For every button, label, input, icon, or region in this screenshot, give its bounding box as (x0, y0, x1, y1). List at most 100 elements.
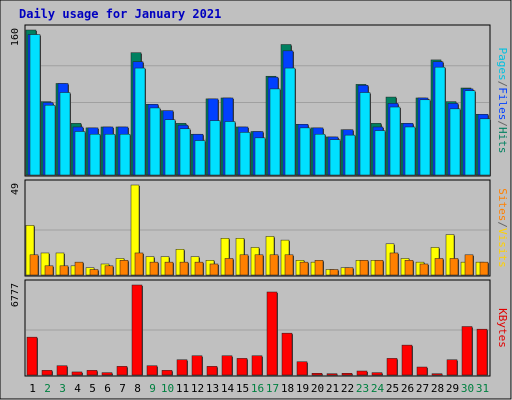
day-label: 4 (74, 382, 81, 395)
bar-pages-day-9 (149, 107, 161, 176)
bar-pages-day-14 (224, 121, 236, 176)
bar-sites-day-15 (239, 254, 249, 276)
bar-kbytes-day-8 (131, 284, 143, 376)
day-label: 1 (29, 382, 36, 395)
bar-kbytes-day-12 (191, 355, 203, 376)
day-label: 5 (89, 382, 96, 395)
day-label: 20 (311, 382, 324, 395)
bar-sites-day-24 (374, 260, 384, 276)
bar-sites-day-11 (179, 261, 189, 276)
bar-sites-day-29 (449, 258, 459, 276)
y-max-label: 49 (10, 183, 21, 195)
bar-sites-day-21 (329, 269, 339, 276)
panel-legend: Sites/Visits (496, 188, 509, 268)
bar-sites-day-28 (434, 258, 444, 276)
bar-pages-day-3 (59, 92, 71, 176)
day-label: 25 (386, 382, 399, 395)
bar-pages-day-16 (254, 137, 266, 176)
bar-kbytes-day-6 (101, 372, 113, 376)
day-label: 14 (221, 382, 235, 395)
day-label: 23 (356, 382, 369, 395)
bar-shadow (433, 374, 443, 376)
day-label: 6 (104, 382, 111, 395)
bar-sites-day-1 (29, 254, 39, 276)
day-label: 12 (191, 382, 204, 395)
y-max-label: 160 (10, 28, 21, 46)
bar-sites-day-12 (194, 261, 204, 276)
bar-pages-day-1 (29, 34, 41, 176)
day-label: 22 (341, 382, 354, 395)
x-axis-day-labels: 1 2 3 4 5 6 7 8 9 10 11 12 13 14 15 16 17 18 19 20 21 22 23 24 2… (29, 382, 489, 395)
bar-pages-day-20 (314, 133, 326, 176)
bar-kbytes-day-3 (56, 365, 68, 376)
legend-part: Files (496, 87, 509, 120)
bar-pages-day-29 (449, 108, 461, 176)
bar-kbytes-day-23 (356, 370, 368, 376)
bar-kbytes-day-15 (236, 358, 248, 376)
bar-sites-day-17 (269, 254, 279, 276)
bar-kbytes-day-11 (176, 359, 188, 376)
bar-pages-day-21 (329, 139, 341, 176)
bar-kbytes-day-18 (281, 332, 293, 376)
bar-pages-day-22 (344, 134, 356, 176)
legend-part: Hits (496, 127, 509, 154)
bar-kbytes-day-17 (266, 291, 278, 376)
bar-pages-day-31 (479, 118, 491, 176)
bar-kbytes-day-9 (146, 365, 158, 376)
bar-kbytes-day-7 (116, 366, 128, 376)
bar-kbytes-day-10 (161, 370, 173, 376)
panel-top: 160 Pages/Files/Hits (10, 24, 509, 177)
bar-sites-day-30 (464, 254, 474, 276)
panel-legend: Pages/Files/Hits (496, 48, 509, 154)
bar-pages-day-30 (464, 90, 476, 176)
bar-pages-day-24 (374, 130, 386, 176)
bar-sites-day-2 (44, 265, 54, 276)
bar-pages-day-2 (44, 104, 56, 176)
bar-pages-day-19 (299, 127, 311, 176)
bar-sites-day-27 (419, 263, 429, 276)
day-label: 30 (461, 382, 474, 395)
panel-mid: 49 Sites/Visits (10, 179, 509, 277)
day-label: 7 (119, 382, 126, 395)
day-label: 26 (401, 382, 414, 395)
day-label: 27 (416, 382, 429, 395)
day-label: 8 (134, 382, 141, 395)
bar-sites-day-23 (359, 260, 369, 276)
bar-pages-day-15 (239, 132, 251, 176)
bar-sites-day-6 (104, 265, 114, 276)
day-label: 16 (251, 382, 264, 395)
bar-kbytes-day-16 (251, 355, 263, 376)
bar-pages-day-8 (134, 67, 146, 176)
bar-pages-day-12 (194, 140, 206, 176)
bar-pages-day-4 (74, 131, 86, 176)
day-label: 9 (149, 382, 156, 395)
bar-pages-day-6 (104, 133, 116, 176)
bar-sites-day-3 (59, 265, 69, 276)
legend-part: Sites (496, 188, 509, 221)
legend-part: / (496, 221, 509, 228)
day-label: 24 (371, 382, 385, 395)
day-label: 2 (44, 382, 51, 395)
bar-pages-day-18 (284, 67, 296, 176)
bar-kbytes-day-4 (71, 371, 83, 376)
day-label: 28 (431, 382, 444, 395)
day-label: 15 (236, 382, 249, 395)
bar-sites-day-16 (254, 254, 264, 276)
legend-part: KBytes (496, 308, 509, 348)
day-label: 31 (476, 382, 489, 395)
bar-kbytes-day-22 (341, 373, 353, 376)
bar-kbytes-day-2 (41, 370, 53, 376)
bar-kbytes-day-13 (206, 366, 218, 376)
legend-part: Pages (496, 48, 509, 81)
bar-sites-day-31 (479, 261, 489, 276)
day-label: 11 (176, 382, 189, 395)
bar-pages-day-5 (89, 133, 101, 176)
bar-pages-day-27 (419, 99, 431, 176)
bar-kbytes-day-31 (476, 328, 488, 376)
bar-sites-day-18 (284, 254, 294, 276)
day-label: 10 (161, 382, 174, 395)
bar-sites-day-7 (119, 260, 129, 276)
bar-sites-day-22 (344, 267, 354, 276)
